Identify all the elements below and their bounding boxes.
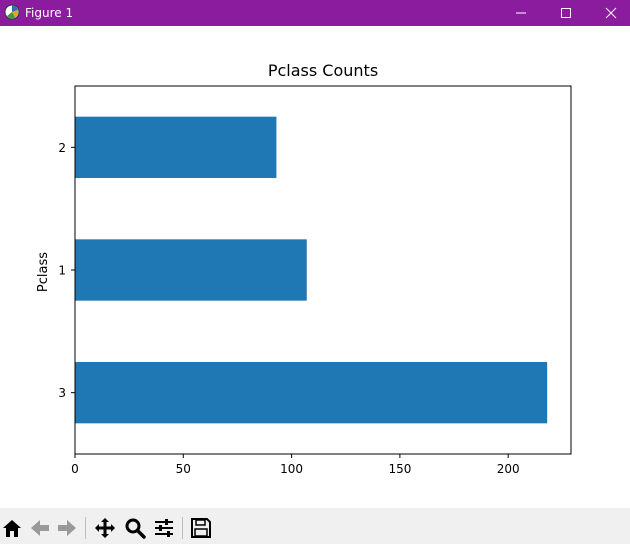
close-icon [605, 7, 617, 19]
forward-button[interactable] [55, 516, 79, 540]
x-ticks-group: 0 50 100 150 200 [71, 454, 520, 476]
minimize-button[interactable] [498, 0, 544, 26]
bars-group [75, 116, 548, 424]
configure-subplots-icon [155, 519, 173, 537]
x-tick-label: 100 [280, 462, 303, 476]
save-icon [191, 518, 211, 538]
minimize-icon [516, 12, 526, 14]
forward-arrow-icon [58, 520, 76, 536]
pan-icon [95, 518, 115, 538]
y-tick-label: 2 [58, 141, 66, 155]
window-title: Figure 1 [25, 6, 74, 20]
back-button[interactable] [28, 516, 52, 540]
y-ticks-group: 3 1 2 [58, 141, 75, 400]
maximize-button[interactable] [543, 0, 589, 26]
x-tick-label: 0 [71, 462, 79, 476]
y-tick-label: 1 [58, 264, 66, 278]
y-tick-label: 3 [58, 386, 66, 400]
chart-title: Pclass Counts [268, 61, 378, 80]
bar-pclass-3 [75, 362, 548, 424]
axes-frame [74, 85, 572, 455]
bar-pclass-2 [75, 116, 277, 178]
window-titlebar: Figure 1 [0, 0, 630, 26]
y-axis-label: Pclass [36, 252, 51, 292]
bar-chart: Pclass Counts Pclass 3 1 2 0 50 100 150 200 [36, 61, 572, 476]
app-icon [4, 4, 20, 20]
toolbar-separator [85, 517, 86, 539]
figure-canvas: Pclass Counts Pclass 3 1 2 0 50 100 150 200 [0, 26, 630, 508]
bar-pclass-1 [75, 239, 307, 301]
configure-subplots-button[interactable] [152, 516, 176, 540]
back-arrow-icon [31, 520, 49, 536]
home-button[interactable] [0, 516, 24, 540]
zoom-icon [125, 518, 146, 539]
x-tick-label: 200 [497, 462, 520, 476]
x-tick-label: 50 [176, 462, 191, 476]
pan-button[interactable] [93, 516, 117, 540]
close-button[interactable] [588, 0, 630, 26]
navigation-toolbar [0, 508, 630, 544]
toolbar-separator [182, 517, 183, 539]
maximize-icon [561, 8, 571, 18]
save-button[interactable] [189, 516, 213, 540]
x-tick-label: 150 [388, 462, 411, 476]
zoom-button[interactable] [123, 516, 147, 540]
home-icon [3, 520, 21, 537]
